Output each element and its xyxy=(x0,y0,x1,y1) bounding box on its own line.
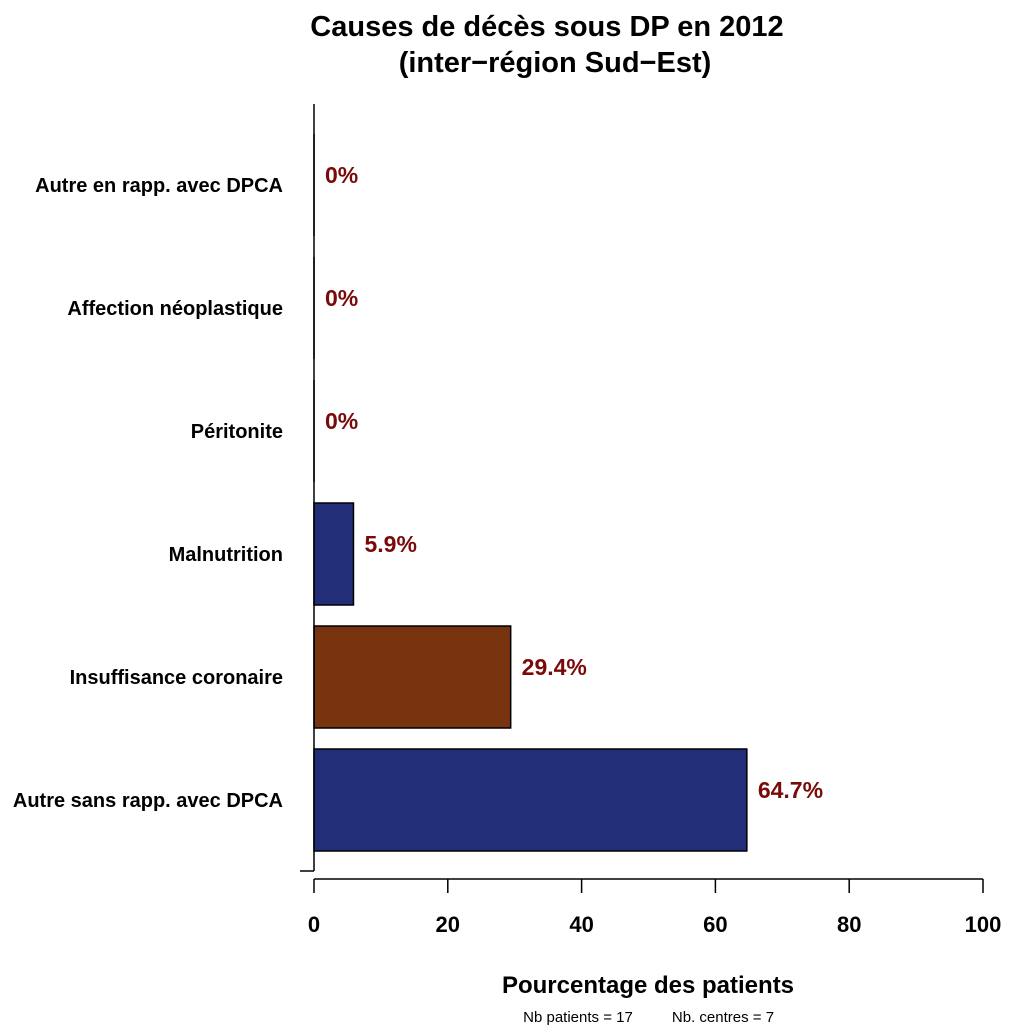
value-label-0: 0% xyxy=(325,162,358,188)
category-label-1: Affection néoplastique xyxy=(67,298,283,320)
chart-subtitle: (inter−région Sud−Est) xyxy=(399,47,712,79)
category-label-3: Malnutrition xyxy=(169,544,283,566)
chart-title: Causes de décès sous DP en 2012 xyxy=(310,11,783,43)
x-tick-label-4: 80 xyxy=(837,912,861,937)
x-tick-label-5: 100 xyxy=(965,912,1002,937)
category-labels: Autre en rapp. avec DPCA Affection néopla… xyxy=(13,175,283,812)
x-tick-label-3: 60 xyxy=(703,912,727,937)
footer-patients: Nb patients = 17 xyxy=(523,1009,633,1026)
x-tick-label-2: 40 xyxy=(569,912,593,937)
bar-5 xyxy=(313,748,748,852)
value-label-4: 29.4% xyxy=(522,654,587,680)
value-label-2: 0% xyxy=(325,408,358,434)
value-label-5: 64.7% xyxy=(758,777,823,803)
category-label-2: Péritonite xyxy=(191,421,283,443)
category-label-0: Autre en rapp. avec DPCA xyxy=(35,175,283,197)
value-label-3: 5.9% xyxy=(364,531,416,557)
value-labels: 0% 0% 0% 5.9% 29.4% 64.7% xyxy=(325,162,823,803)
value-label-1: 0% xyxy=(325,285,358,311)
bars-group xyxy=(313,134,748,852)
bar-4 xyxy=(313,625,512,729)
x-axis-ticks: 0 20 40 60 80 100 xyxy=(308,879,1001,937)
x-axis-label: Pourcentage des patients xyxy=(502,972,794,999)
bar-3 xyxy=(313,502,355,606)
x-tick-label-0: 0 xyxy=(308,912,320,937)
footer-centres: Nb. centres = 7 xyxy=(672,1009,774,1026)
category-label-4: Insuffisance coronaire xyxy=(70,667,283,689)
x-tick-label-1: 20 xyxy=(436,912,460,937)
category-label-5: Autre sans rapp. avec DPCA xyxy=(13,790,283,812)
